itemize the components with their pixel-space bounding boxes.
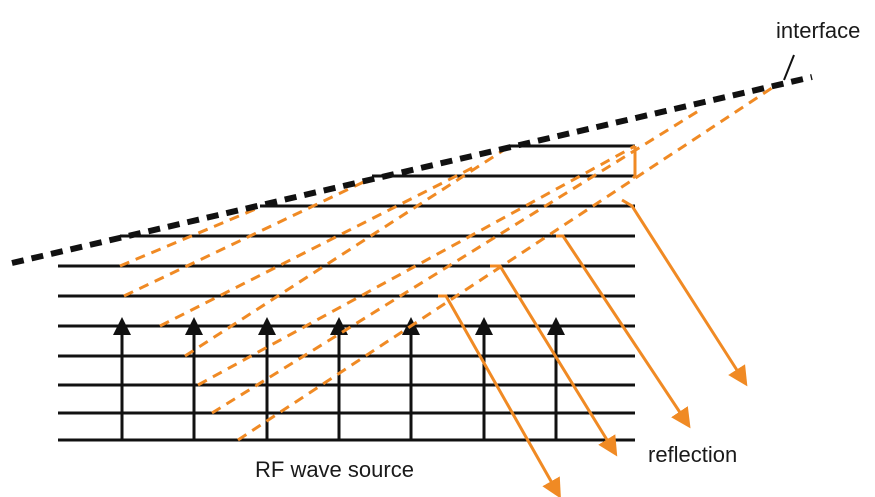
reflection-arrows — [438, 146, 748, 497]
reflected-wavefront — [119, 206, 259, 268]
reflected-wavefronts — [119, 84, 776, 442]
interface-line — [11, 74, 813, 266]
reflected-wavefront — [237, 84, 776, 442]
reflected-wavefront — [197, 144, 636, 387]
reflection-arrow — [556, 234, 691, 429]
reflection-arrow — [621, 198, 748, 387]
reflection-label: reflection — [648, 442, 737, 467]
wavefront-lines — [58, 144, 635, 442]
reflected-wavefront — [123, 176, 373, 298]
interface-label: interface — [776, 18, 860, 43]
reflected-wavefront — [159, 164, 477, 328]
reflected-wavefront — [184, 144, 511, 358]
reflection-arrow — [490, 264, 618, 457]
reflected-wavefront — [211, 108, 701, 415]
interface-leader — [783, 54, 795, 81]
source-arrows — [113, 317, 565, 440]
reflection-arrow — [631, 146, 637, 180]
source-label: RF wave source — [255, 457, 414, 482]
reflection-arrow — [438, 294, 561, 497]
